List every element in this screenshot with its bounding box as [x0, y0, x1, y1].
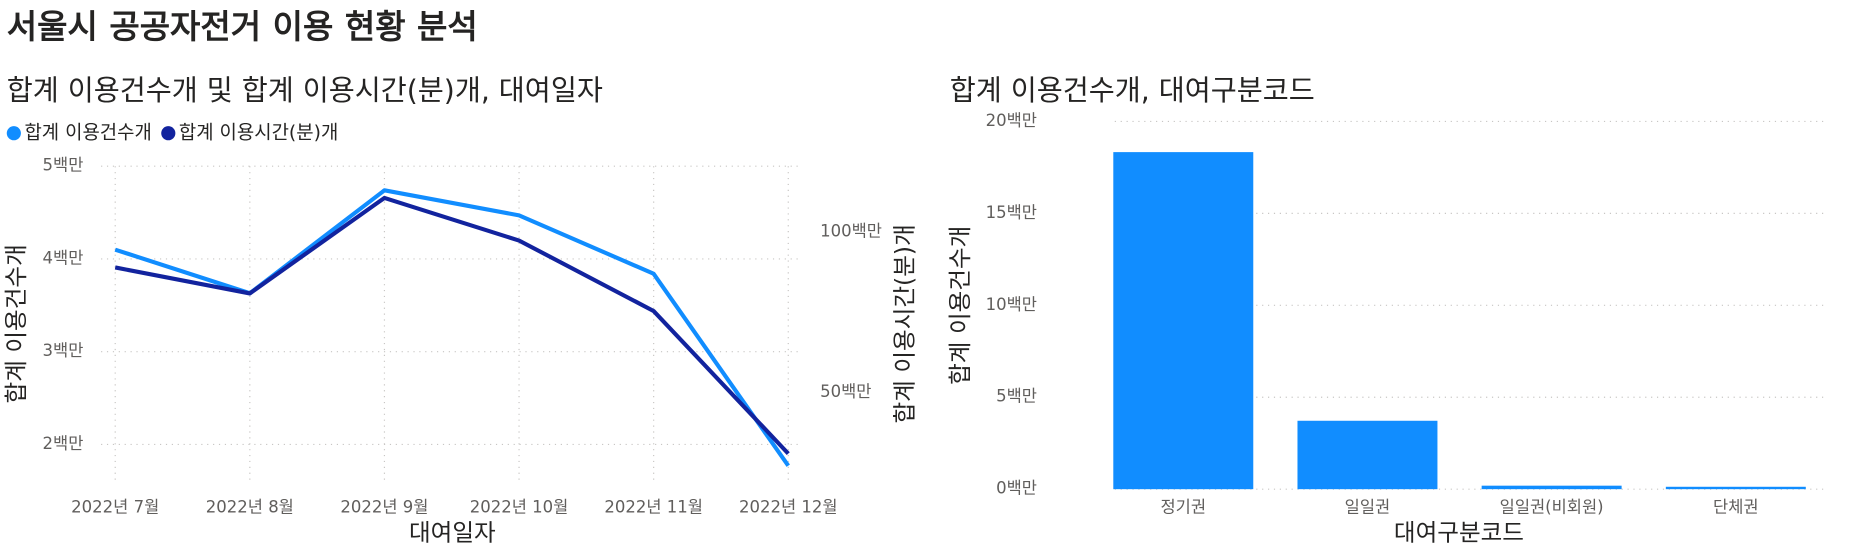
x-tick-label: 2022년 12월 [739, 498, 838, 517]
chart-title: 합계 이용건수개 및 합계 이용시간(분)개, 대여일자 [7, 74, 603, 107]
x-tick-label: 일일권(비회원) [1500, 498, 1604, 517]
y-tick-label: 5백만 [996, 387, 1037, 406]
y-tick-label: 5백만 [43, 156, 84, 175]
y-axis-label: 합계 이용건수개 [946, 226, 974, 385]
x-axis-label: 대여구분코드 [1394, 518, 1524, 546]
y-axis-label: 합계 이용건수개 [2, 244, 30, 403]
bar [1297, 420, 1438, 490]
bar [1113, 152, 1254, 490]
page-title: 서울시 공공자전거 이용 현황 분석 [7, 7, 478, 46]
y-tick-label: 15백만 [986, 203, 1037, 222]
line-series [114, 188, 790, 467]
x-axis-label: 대여일자 [409, 518, 496, 546]
y-tick-label: 20백만 [986, 111, 1037, 130]
y-tick-label: 3백만 [43, 341, 84, 360]
x-tick-label: 2022년 7월 [71, 498, 159, 517]
x-tick-label: 2022년 11월 [604, 498, 703, 517]
y-tick-label: 0백만 [996, 479, 1037, 498]
y2-tick-label: 50백만 [820, 382, 871, 401]
y-tick-label: 10백만 [986, 295, 1037, 314]
x-tick-label: 정기권 [1161, 498, 1207, 517]
bar [1481, 485, 1622, 490]
y2-axis-label: 합계 이용시간(분)개 [891, 224, 919, 423]
legend-marker [161, 126, 176, 141]
chart-title: 합계 이용건수개, 대여구분코드 [950, 74, 1315, 107]
x-tick-label: 2022년 9월 [340, 498, 428, 517]
legend-label: 합계 이용시간(분)개 [179, 122, 338, 144]
bar [1665, 486, 1806, 490]
y-tick-label: 2백만 [43, 434, 84, 453]
x-tick-label: 2022년 10월 [470, 498, 569, 517]
x-tick-label: 일일권 [1345, 498, 1391, 517]
y2-tick-label: 100백만 [820, 222, 882, 241]
x-tick-label: 단체권 [1713, 498, 1759, 517]
legend-marker [6, 126, 21, 141]
line-series [114, 195, 790, 456]
x-tick-label: 2022년 8월 [206, 498, 294, 517]
y-tick-label: 4백만 [43, 248, 84, 267]
legend-label: 합계 이용건수개 [24, 122, 151, 144]
